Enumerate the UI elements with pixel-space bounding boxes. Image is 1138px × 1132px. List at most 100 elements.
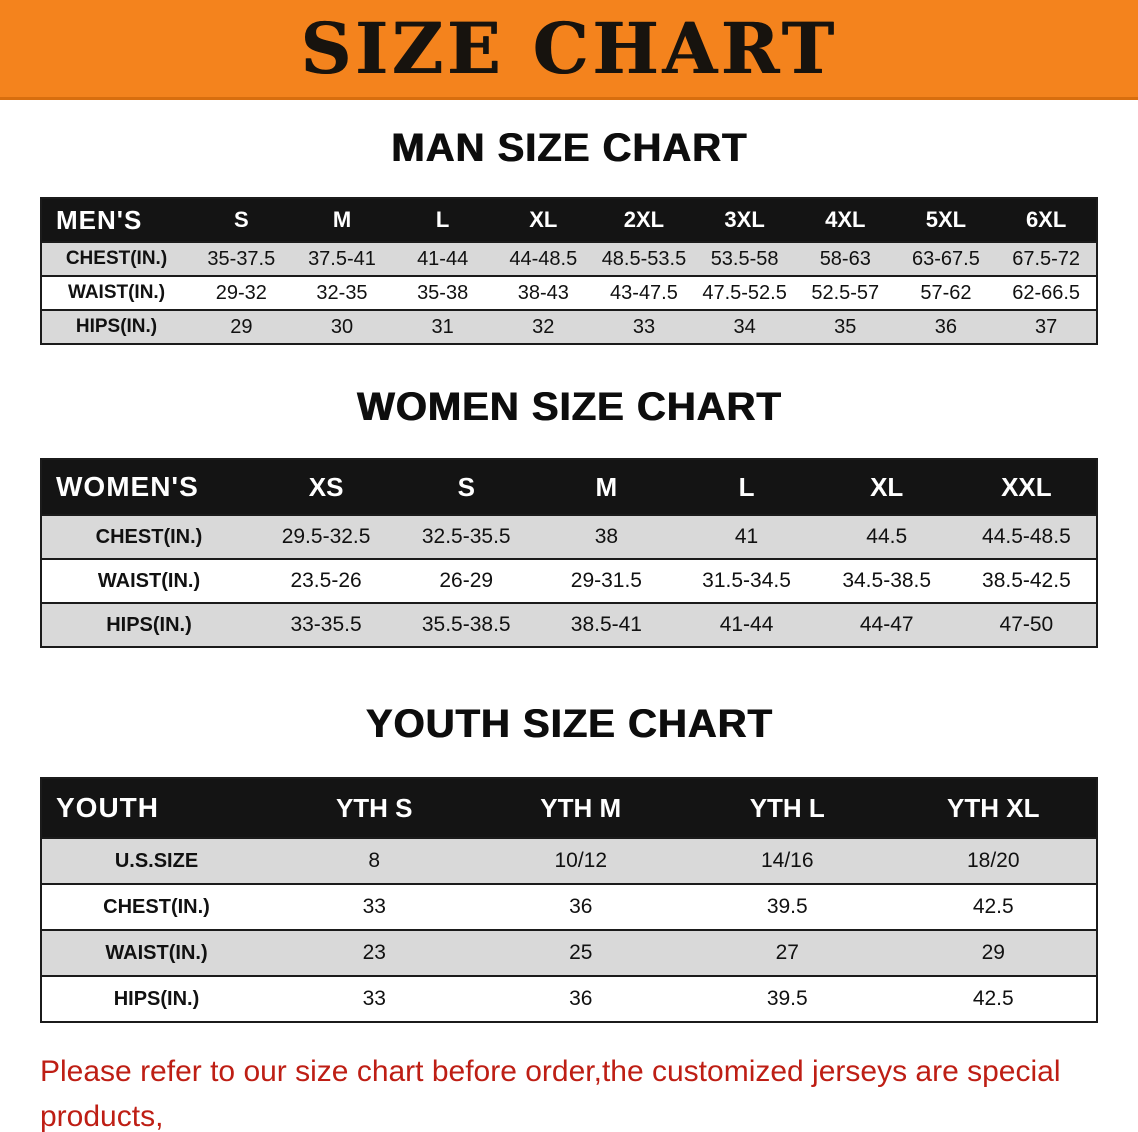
value-cell: 36	[477, 883, 684, 931]
size-header-cell: YTH S	[271, 778, 478, 838]
notice-line-1: Please refer to our size chart before or…	[40, 1055, 1061, 1132]
table-title-cell: WOMEN'S	[41, 459, 256, 515]
value-cell: 34	[694, 309, 795, 345]
value-cell: 32	[492, 309, 594, 345]
value-cell: 36	[895, 309, 997, 345]
value-cell: 41-44	[392, 241, 493, 277]
table-row: CHEST(IN.) 33 36 39.5 42.5	[41, 883, 1097, 931]
value-cell: 53.5-58	[694, 241, 795, 277]
value-cell: 18/20	[890, 837, 1097, 885]
value-cell: 44-47	[816, 602, 957, 648]
value-cell: 32.5-35.5	[396, 514, 537, 560]
size-header-cell: S	[396, 459, 537, 515]
table-header-row: YOUTH YTH S YTH M YTH L YTH XL	[41, 778, 1097, 838]
value-cell: 31.5-34.5	[676, 558, 817, 604]
size-header-cell: YTH XL	[890, 778, 1097, 838]
value-cell: 63-67.5	[895, 241, 997, 277]
women-size-chart-heading: WOMEN SIZE CHART	[356, 385, 782, 429]
size-header-cell: L	[392, 198, 493, 242]
value-cell: 33	[271, 975, 478, 1023]
value-cell: 42.5	[890, 883, 1097, 931]
table-header-row: WOMEN'S XS S M L XL XXL	[41, 459, 1097, 515]
table-row: CHEST(IN.) 35-37.5 37.5-41 41-44 44-48.5 48.5…	[41, 241, 1097, 277]
measure-label-cell: HIPS(IN.)	[41, 975, 271, 1023]
value-cell: 44.5	[816, 514, 957, 560]
value-cell: 62-66.5	[996, 275, 1097, 311]
value-cell: 52.5-57	[794, 275, 896, 311]
value-cell: 23.5-26	[256, 558, 397, 604]
value-cell: 37	[996, 309, 1097, 345]
value-cell: 43-47.5	[593, 275, 695, 311]
value-cell: 35	[794, 309, 896, 345]
value-cell: 32-35	[291, 275, 393, 311]
table-title-cell: YOUTH	[41, 778, 271, 838]
order-notice: Please refer to our size chart before or…	[40, 1049, 1100, 1132]
size-charts: MAN SIZE CHART MEN'S S M L XL 2XL 3XL 4XL 5XL 6XL…	[0, 126, 1138, 1132]
value-cell: 47-50	[956, 602, 1097, 648]
measure-label-cell: U.S.SIZE	[41, 837, 271, 885]
value-cell: 44.5-48.5	[956, 514, 1097, 560]
table-header-row: MEN'S S M L XL 2XL 3XL 4XL 5XL 6XL	[41, 198, 1097, 242]
measure-label-cell: WAIST(IN.)	[41, 929, 271, 977]
size-header-cell: S	[191, 198, 292, 242]
women-size-table: WOMEN'S XS S M L XL XXL CHEST(IN.) 29.5-32.5 32.5…	[40, 458, 1098, 648]
youth-size-chart-heading: YOUTH SIZE CHART	[365, 702, 773, 746]
size-header-cell: XL	[492, 198, 594, 242]
value-cell: 14/16	[684, 837, 891, 885]
size-header-cell: 3XL	[694, 198, 795, 242]
measure-label-cell: CHEST(IN.)	[41, 241, 191, 277]
value-cell: 41	[676, 514, 817, 560]
banner-title: SIZE CHART	[300, 7, 838, 90]
value-cell: 26-29	[396, 558, 537, 604]
value-cell: 67.5-72	[996, 241, 1097, 277]
value-cell: 38-43	[492, 275, 594, 311]
youth-size-chart-section: YOUTH SIZE CHART YOUTH YTH S YTH M YTH L YTH…	[0, 702, 1138, 1023]
size-chart-banner: SIZE CHART	[0, 0, 1138, 100]
value-cell: 31	[392, 309, 493, 345]
value-cell: 36	[477, 975, 684, 1023]
value-cell: 41-44	[676, 602, 817, 648]
value-cell: 38	[536, 514, 677, 560]
value-cell: 37.5-41	[291, 241, 393, 277]
value-cell: 39.5	[684, 883, 891, 931]
value-cell: 35-37.5	[191, 241, 292, 277]
table-row: HIPS(IN.) 33-35.5 35.5-38.5 38.5-41 41-44 44-…	[41, 602, 1097, 648]
value-cell: 25	[477, 929, 684, 977]
value-cell: 29-32	[191, 275, 292, 311]
value-cell: 29	[191, 309, 292, 345]
table-row: WAIST(IN.) 29-32 32-35 35-38 38-43 43-47.5 47.…	[41, 275, 1097, 311]
value-cell: 58-63	[794, 241, 896, 277]
value-cell: 23	[271, 929, 478, 977]
men-size-table: MEN'S S M L XL 2XL 3XL 4XL 5XL 6XL CHEST(IN.) 35-37…	[40, 197, 1098, 345]
value-cell: 29-31.5	[536, 558, 677, 604]
value-cell: 33	[271, 883, 478, 931]
size-header-cell: 4XL	[794, 198, 896, 242]
size-header-cell: 2XL	[593, 198, 695, 242]
table-row: CHEST(IN.) 29.5-32.5 32.5-35.5 38 41 44.5 44.5…	[41, 514, 1097, 560]
size-header-cell: M	[291, 198, 393, 242]
value-cell: 57-62	[895, 275, 997, 311]
table-row: U.S.SIZE 8 10/12 14/16 18/20	[41, 837, 1097, 885]
value-cell: 30	[291, 309, 393, 345]
measure-label-cell: CHEST(IN.)	[41, 514, 256, 560]
value-cell: 33-35.5	[256, 602, 397, 648]
measure-label-cell: CHEST(IN.)	[41, 883, 271, 931]
value-cell: 34.5-38.5	[816, 558, 957, 604]
value-cell: 27	[684, 929, 891, 977]
man-size-chart-section: MAN SIZE CHART MEN'S S M L XL 2XL 3XL 4XL 5XL 6XL…	[0, 126, 1138, 345]
value-cell: 33	[593, 309, 695, 345]
measure-label-cell: HIPS(IN.)	[41, 309, 191, 345]
size-header-cell: XS	[256, 459, 397, 515]
size-header-cell: YTH L	[684, 778, 891, 838]
youth-size-table: YOUTH YTH S YTH M YTH L YTH XL U.S.SIZE 8 10/12…	[40, 777, 1098, 1023]
value-cell: 44-48.5	[492, 241, 594, 277]
table-title-cell: MEN'S	[41, 198, 191, 242]
value-cell: 38.5-42.5	[956, 558, 1097, 604]
measure-label-cell: HIPS(IN.)	[41, 602, 256, 648]
value-cell: 10/12	[477, 837, 684, 885]
size-header-cell: XL	[816, 459, 957, 515]
size-header-cell: 6XL	[996, 198, 1097, 242]
value-cell: 35.5-38.5	[396, 602, 537, 648]
value-cell: 29.5-32.5	[256, 514, 397, 560]
women-size-chart-section: WOMEN SIZE CHART WOMEN'S XS S M L XL XXL CHEST(…	[0, 385, 1138, 648]
